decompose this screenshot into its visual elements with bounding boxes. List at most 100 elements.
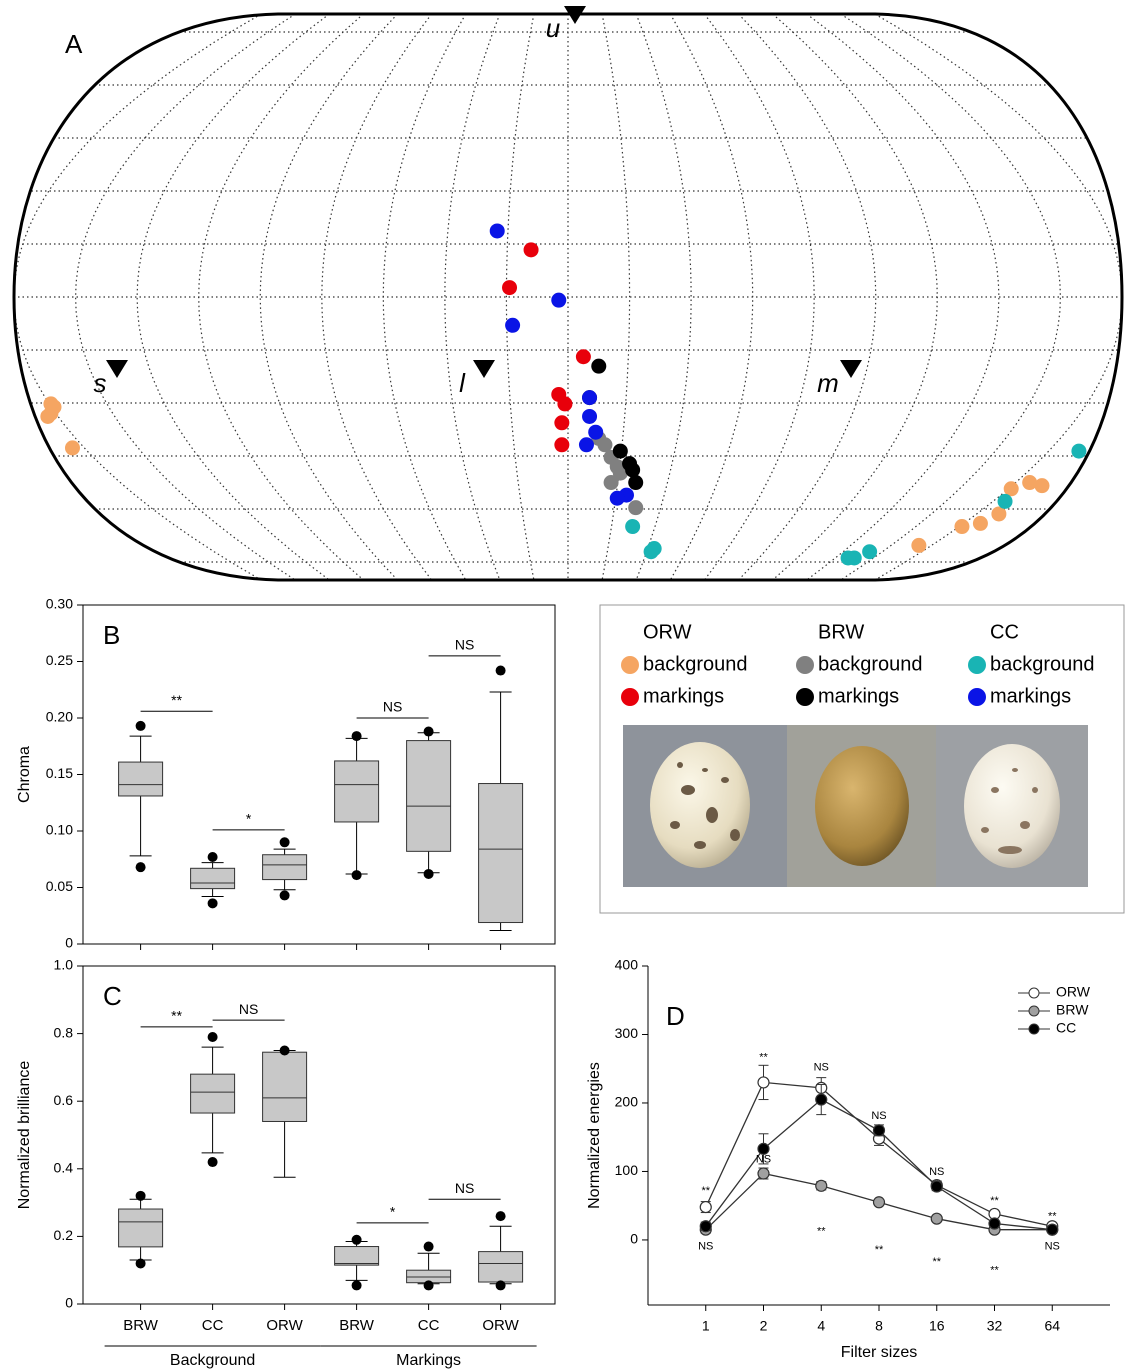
point (628, 500, 644, 516)
vertex-marker (473, 360, 495, 378)
outlier (279, 837, 290, 848)
annotation: NS (756, 1154, 771, 1166)
outlier (423, 726, 434, 737)
legend-label: background (990, 653, 1095, 675)
point (612, 465, 628, 481)
y-tick-label: 0.30 (46, 596, 73, 612)
x-tick-label: 8 (875, 1318, 883, 1334)
annotation: ** (701, 1185, 710, 1197)
box (334, 760, 380, 823)
legend-marker (1028, 1023, 1040, 1035)
y-tick-label: 0 (65, 1295, 73, 1311)
outlier (207, 1157, 218, 1168)
meridian (198, 14, 364, 580)
point (588, 424, 604, 440)
point (997, 493, 1013, 509)
meridian (669, 14, 754, 580)
annotation: NS (871, 1110, 886, 1122)
x-tick-label: 4 (817, 1318, 825, 1334)
y-tick-label: 0.6 (54, 1092, 74, 1108)
point (575, 349, 591, 365)
point (502, 280, 518, 296)
marker (699, 1200, 712, 1214)
box (334, 1246, 380, 1266)
marker (1046, 1223, 1059, 1236)
outlier (495, 665, 506, 676)
marker (872, 1124, 886, 1137)
point (862, 544, 878, 560)
outlier (495, 1211, 506, 1222)
y-tick-label: 0.05 (46, 878, 73, 894)
point (972, 515, 988, 531)
point (1071, 443, 1087, 459)
y-tick-label: 0.8 (54, 1024, 74, 1040)
point (557, 396, 573, 412)
meridian (840, 14, 1062, 580)
egg-spots (981, 768, 1038, 854)
y-tick-label: 0 (65, 935, 73, 951)
y-tick-label: 0.10 (46, 822, 73, 838)
vertex-label: m (817, 368, 839, 398)
egg (815, 746, 909, 866)
annotation: NS (1045, 1241, 1060, 1253)
y-axis-title: Normalized energies (586, 1062, 603, 1209)
outlier (207, 851, 218, 862)
meridian (505, 14, 535, 580)
point (40, 408, 56, 424)
point (578, 437, 594, 453)
point (591, 358, 607, 374)
outlier (351, 1234, 362, 1245)
annotation: ** (990, 1265, 999, 1277)
box (190, 1073, 236, 1114)
point (551, 292, 567, 308)
annotation: NS (698, 1241, 713, 1253)
box (190, 867, 236, 890)
legend-label: BRW (1056, 1002, 1089, 1018)
legend-group: ORW (643, 621, 692, 643)
legend-swatch (968, 688, 986, 706)
x-tick-label: 16 (929, 1318, 945, 1334)
marker (988, 1217, 1001, 1230)
box (118, 1208, 164, 1248)
y-tick-label: 0 (630, 1231, 638, 1247)
box (406, 740, 452, 852)
x-tick-label: 64 (1044, 1318, 1060, 1334)
x-tick-label: 1 (702, 1318, 710, 1334)
meridian (444, 14, 501, 580)
annotation: NS (929, 1166, 944, 1178)
x-tick-label: ORW (482, 1317, 519, 1334)
outlier (279, 890, 290, 901)
box (478, 783, 524, 924)
outlier (207, 898, 218, 909)
annotation: ** (932, 1256, 941, 1268)
x-tick-label: BRW (123, 1317, 159, 1334)
y-tick-label: 400 (615, 957, 639, 973)
point (911, 537, 927, 553)
y-tick-label: 0.4 (54, 1160, 74, 1176)
point (625, 462, 641, 478)
point (1022, 475, 1038, 491)
legend-swatch (621, 656, 639, 674)
legend-label: CC (1056, 1020, 1076, 1036)
y-tick-label: 1.0 (54, 957, 74, 973)
meridian (136, 14, 330, 580)
point (603, 475, 619, 491)
comparison-label: ** (171, 1008, 182, 1024)
egg-photos (623, 725, 1088, 887)
box (118, 761, 164, 797)
annotation: NS (814, 1061, 829, 1073)
x-tick-label: 2 (760, 1318, 768, 1334)
point (628, 475, 644, 491)
map-outline (12, 12, 1124, 582)
point (582, 390, 598, 406)
group-label: Markings (396, 1352, 461, 1369)
point (523, 242, 539, 258)
annotation: ** (759, 1052, 768, 1064)
legend-label: ORW (1056, 984, 1091, 1000)
panel-label: C (103, 981, 122, 1011)
egg (650, 742, 750, 868)
meridian (806, 14, 1000, 580)
marker (757, 1142, 770, 1155)
outlier (495, 1280, 506, 1291)
outlier (423, 1241, 434, 1252)
